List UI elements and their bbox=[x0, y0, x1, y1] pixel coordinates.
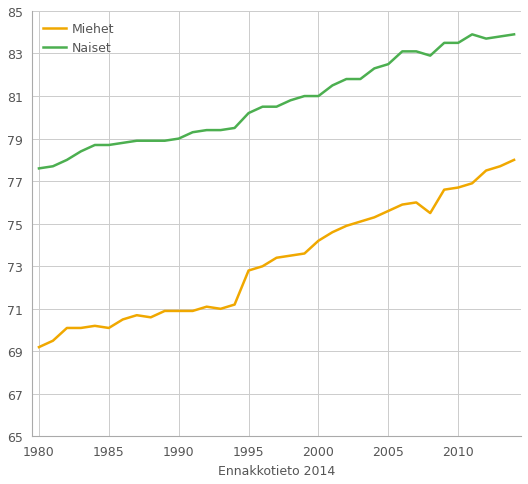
Line: Naiset: Naiset bbox=[39, 35, 514, 169]
Miehet bbox=[315, 238, 322, 244]
Naiset bbox=[92, 143, 98, 149]
Naiset bbox=[50, 164, 56, 170]
Miehet bbox=[106, 325, 112, 331]
Miehet bbox=[413, 200, 419, 206]
Miehet bbox=[134, 313, 140, 318]
Naiset bbox=[134, 138, 140, 144]
Naiset bbox=[329, 83, 336, 89]
Miehet bbox=[385, 209, 391, 214]
Naiset bbox=[497, 34, 503, 40]
Miehet bbox=[427, 211, 433, 216]
Miehet bbox=[259, 264, 266, 270]
Miehet bbox=[343, 224, 350, 229]
Miehet bbox=[301, 251, 308, 257]
Naiset bbox=[455, 41, 461, 46]
Naiset bbox=[441, 41, 447, 46]
Miehet bbox=[274, 256, 280, 261]
Naiset bbox=[357, 77, 363, 83]
Miehet bbox=[371, 215, 378, 221]
Miehet bbox=[162, 308, 168, 314]
Naiset bbox=[427, 54, 433, 60]
Miehet bbox=[50, 338, 56, 344]
Naiset bbox=[371, 66, 378, 72]
Miehet bbox=[329, 230, 336, 236]
Line: Miehet: Miehet bbox=[39, 161, 514, 348]
Miehet bbox=[511, 158, 517, 164]
Miehet bbox=[120, 317, 126, 323]
Miehet bbox=[64, 325, 70, 331]
Naiset bbox=[399, 49, 406, 55]
Naiset bbox=[78, 149, 84, 155]
Naiset bbox=[203, 128, 210, 134]
Naiset bbox=[413, 49, 419, 55]
Naiset bbox=[483, 37, 489, 43]
Naiset bbox=[246, 111, 252, 117]
Miehet bbox=[497, 164, 503, 170]
Miehet bbox=[92, 323, 98, 329]
Naiset bbox=[218, 128, 224, 134]
Naiset bbox=[301, 94, 308, 100]
Miehet bbox=[357, 219, 363, 225]
Miehet bbox=[203, 304, 210, 310]
Miehet bbox=[287, 253, 294, 259]
Miehet bbox=[218, 306, 224, 312]
Miehet bbox=[469, 181, 475, 187]
Naiset bbox=[148, 138, 154, 144]
Naiset bbox=[385, 62, 391, 68]
Miehet bbox=[36, 345, 42, 350]
Naiset bbox=[36, 166, 42, 172]
Miehet bbox=[78, 325, 84, 331]
Naiset bbox=[162, 138, 168, 144]
Legend: Miehet, Naiset: Miehet, Naiset bbox=[38, 18, 119, 60]
Naiset bbox=[175, 136, 182, 142]
Miehet bbox=[455, 185, 461, 191]
Miehet bbox=[441, 187, 447, 193]
Naiset bbox=[120, 141, 126, 147]
Miehet bbox=[148, 315, 154, 320]
X-axis label: Ennakkotieto 2014: Ennakkotieto 2014 bbox=[218, 464, 335, 477]
Naiset bbox=[469, 32, 475, 38]
Miehet bbox=[483, 168, 489, 174]
Miehet bbox=[190, 308, 196, 314]
Naiset bbox=[64, 158, 70, 164]
Miehet bbox=[175, 308, 182, 314]
Naiset bbox=[259, 105, 266, 110]
Naiset bbox=[287, 98, 294, 104]
Miehet bbox=[399, 202, 406, 208]
Naiset bbox=[343, 77, 350, 83]
Naiset bbox=[106, 143, 112, 149]
Miehet bbox=[231, 302, 238, 308]
Naiset bbox=[190, 130, 196, 136]
Naiset bbox=[274, 105, 280, 110]
Naiset bbox=[231, 126, 238, 132]
Naiset bbox=[511, 32, 517, 38]
Naiset bbox=[315, 94, 322, 100]
Miehet bbox=[246, 268, 252, 274]
